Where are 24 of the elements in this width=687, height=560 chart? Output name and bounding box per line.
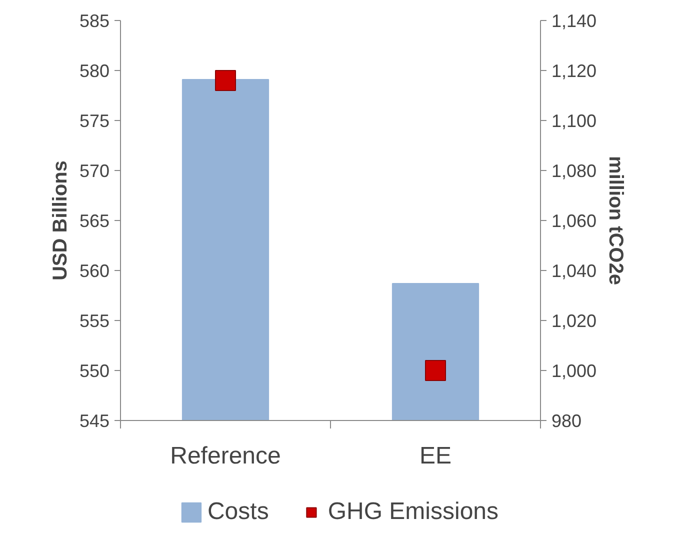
y-axis-title: USD Billions — [49, 160, 72, 281]
x-tick-label: Reference — [170, 442, 281, 470]
y-tick-label: 580 — [79, 61, 110, 81]
y-tick-label: 575 — [79, 111, 110, 131]
y-tick-label: 550 — [79, 361, 110, 381]
y2-tick-label: 1,140 — [552, 11, 597, 31]
y-tick-label: 560 — [79, 261, 110, 281]
y-tick-label: 570 — [79, 161, 110, 181]
y2-tick-label: 1,020 — [552, 311, 597, 331]
y2-tick-label: 1,100 — [552, 111, 597, 131]
y2-tick-label: 1,080 — [552, 161, 597, 181]
y2-axis-title: million tCO2e — [604, 156, 627, 285]
y-tick-label: 555 — [79, 311, 110, 331]
x-tick-label: EE — [419, 442, 452, 470]
legend-label: GHG Emissions — [328, 498, 499, 526]
y2-tick-label: 1,040 — [552, 261, 597, 281]
y-tick-label: 545 — [79, 411, 110, 431]
y-tick-label: 585 — [79, 11, 110, 31]
y2-tick-label: 980 — [552, 411, 582, 431]
legend-label: Costs — [207, 498, 269, 526]
y2-tick-label: 1,000 — [552, 361, 597, 381]
y2-tick-label: 1,120 — [552, 61, 597, 81]
y2-tick-label: 1,060 — [552, 211, 597, 231]
y-tick-label: 565 — [79, 211, 110, 231]
